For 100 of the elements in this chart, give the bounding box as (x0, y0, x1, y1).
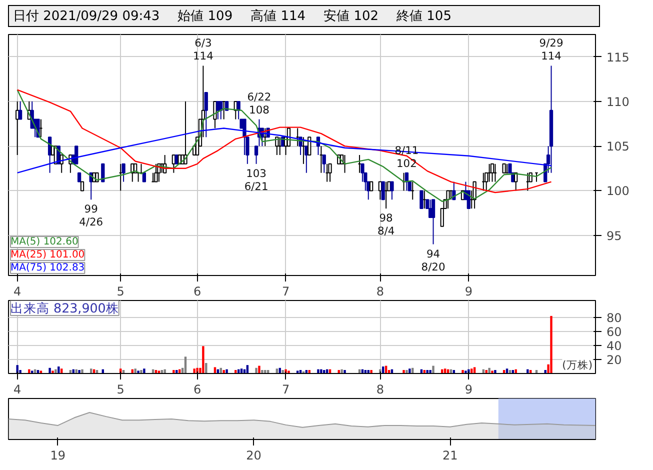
bar (202, 346, 204, 374)
candlestick (204, 92, 208, 138)
bar (255, 368, 258, 374)
bar (544, 370, 546, 374)
annotation: 103 6/21 (244, 166, 268, 193)
y-tick-label: 40 (606, 338, 622, 353)
text: 安値 102 (324, 9, 379, 24)
text: 高値 114 (250, 9, 306, 24)
x-tick-label: 20 (246, 448, 262, 462)
candlestick (154, 163, 158, 182)
text: 終値 105 (396, 9, 452, 24)
bar (491, 370, 494, 374)
bar (172, 370, 175, 374)
text: MA(25) 101.00 (10, 250, 85, 260)
x-tick-label: 6 (193, 382, 202, 396)
x-tick-label: 7 (282, 382, 290, 396)
bar (464, 370, 467, 374)
annotation: 6/3 114 (193, 36, 214, 63)
text: 日付 2021/09/29 09:43 (13, 9, 160, 24)
bar (140, 370, 142, 374)
bar (28, 369, 30, 374)
bar (137, 370, 140, 374)
y-tick-label: 100 (606, 184, 630, 198)
x-tick-label: 4 (14, 284, 22, 298)
bar (226, 369, 228, 374)
x-tick-label: 9 (464, 284, 472, 298)
x-tick-label: 8 (376, 382, 384, 396)
y-tick-label: 80 (606, 310, 622, 325)
bar (402, 370, 405, 374)
y-tick-label: 110 (606, 94, 630, 109)
bar (282, 370, 284, 374)
candlestick (446, 190, 450, 210)
bar (408, 368, 411, 374)
candlestick (275, 136, 279, 156)
bar (48, 368, 51, 374)
candlestick (308, 136, 312, 156)
x-tick-label: 21 (442, 448, 458, 462)
y-tick-label: 115 (606, 50, 630, 64)
annotation: 9/29 114 (539, 36, 564, 63)
bar (58, 366, 60, 374)
bar (258, 366, 260, 374)
x-tick-label: 9 (464, 382, 472, 396)
candlestick (381, 181, 385, 200)
bar (134, 368, 136, 374)
bar (462, 370, 464, 374)
candlestick (360, 163, 364, 182)
bar (81, 369, 84, 374)
text: MA(75) 102.83 (10, 262, 85, 274)
annotation: 98 8/4 (377, 212, 395, 238)
x-tick-label: 8 (376, 284, 384, 298)
bar (340, 369, 343, 374)
bar (16, 365, 18, 374)
bar (75, 369, 78, 374)
bar (288, 370, 290, 374)
candlestick (322, 154, 326, 174)
candlestick (490, 163, 494, 182)
text: 始値 109 (178, 9, 233, 24)
bar (344, 370, 346, 374)
bar (193, 368, 196, 374)
bar (370, 370, 372, 374)
bar (320, 369, 322, 374)
bar (526, 369, 529, 374)
annotation: 出来高 823,900株 (10, 300, 119, 316)
y-axis-title: (万株) (562, 358, 593, 372)
candlestick (184, 100, 188, 164)
bar (488, 368, 490, 374)
bar (78, 370, 80, 374)
candlestick (74, 146, 78, 164)
x-tick-label: 7 (282, 284, 290, 298)
annotation: 94 8/20 (421, 247, 446, 274)
bar (54, 369, 57, 374)
candlestick (431, 199, 436, 245)
x-tick-label: 6 (193, 284, 202, 298)
bar (429, 370, 432, 374)
candlestick (242, 118, 246, 156)
y-tick-label: 20 (606, 352, 622, 367)
bar (317, 369, 320, 374)
bar (406, 370, 408, 374)
x-tick-label: 19 (50, 448, 66, 462)
y-tick-label: 60 (606, 324, 622, 339)
candlestick (101, 163, 105, 182)
annotation: 6/22 108 (247, 90, 272, 116)
candlestick (328, 163, 332, 182)
bar (222, 370, 225, 374)
x-tick-label: 5 (116, 382, 124, 396)
annotation: 99 4/26 (79, 202, 104, 229)
text: MA(5) 102.60 (10, 236, 78, 248)
candlestick (122, 163, 126, 182)
bar (52, 370, 54, 374)
y-tick-label: 95 (606, 228, 622, 243)
candlestick (390, 181, 394, 200)
candlestick (466, 190, 470, 210)
bar (494, 370, 496, 374)
bar (261, 370, 264, 374)
bar (143, 368, 146, 374)
bar (164, 369, 166, 374)
y-tick-label: 105 (606, 140, 630, 154)
candlestick (420, 190, 424, 210)
x-tick-label: 4 (14, 382, 22, 396)
bar (432, 366, 434, 374)
